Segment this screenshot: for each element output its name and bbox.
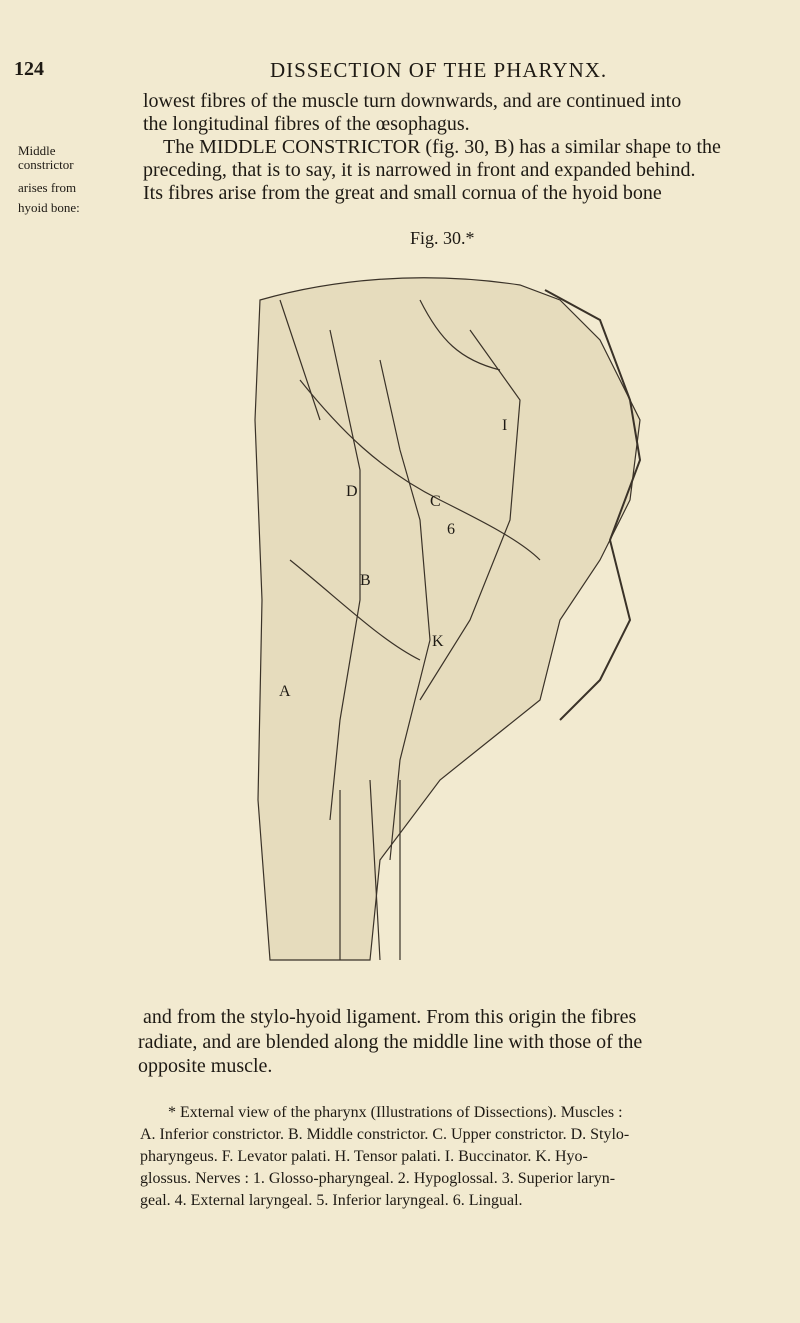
body-line: preceding, that is to say, it is narrowe… [143, 159, 696, 181]
body-line: Its fibres arise from the great and smal… [143, 182, 662, 204]
footnote-line: glossus. Nerves : 1. Glosso-pharyngeal. … [140, 1170, 616, 1187]
margin-note: constrictor [18, 157, 74, 172]
figure-label: K [432, 633, 444, 650]
margin-note: Middle [18, 143, 56, 158]
figure-label: C [430, 493, 441, 510]
figure-caption: Fig. 30.* [410, 228, 475, 248]
body-line: lowest fibres of the muscle turn downwar… [143, 90, 682, 112]
page-number: 124 [14, 58, 44, 80]
footnote-line: * External view of the pharynx (Illustra… [168, 1104, 623, 1121]
body-line: the longitudinal fibres of the œsophagus… [143, 113, 470, 135]
body-line: opposite muscle. [138, 1055, 273, 1077]
footnote-line: A. Inferior constrictor. B. Middle const… [140, 1126, 630, 1143]
body-line: The MIDDLE CONSTRICTOR (fig. 30, B) has … [163, 136, 721, 158]
figure-label: A [279, 683, 291, 700]
body-line: radiate, and are blended along the middl… [138, 1031, 643, 1053]
figure-label: D [346, 483, 358, 500]
footnote-line: pharyngeus. F. Levator palati. H. Tensor… [140, 1148, 588, 1165]
figure-label: B [360, 572, 371, 589]
margin-note: arises from [18, 180, 77, 195]
running-title: DISSECTION OF THE PHARYNX. [270, 58, 608, 82]
footnote-line: geal. 4. External laryngeal. 5. Inferior… [140, 1192, 523, 1209]
margin-note: hyoid bone: [18, 200, 80, 215]
body-line: and from the stylo-hyoid ligament. From … [143, 1006, 637, 1028]
figure-label: 6 [447, 521, 455, 538]
figure-label: I [502, 417, 507, 434]
